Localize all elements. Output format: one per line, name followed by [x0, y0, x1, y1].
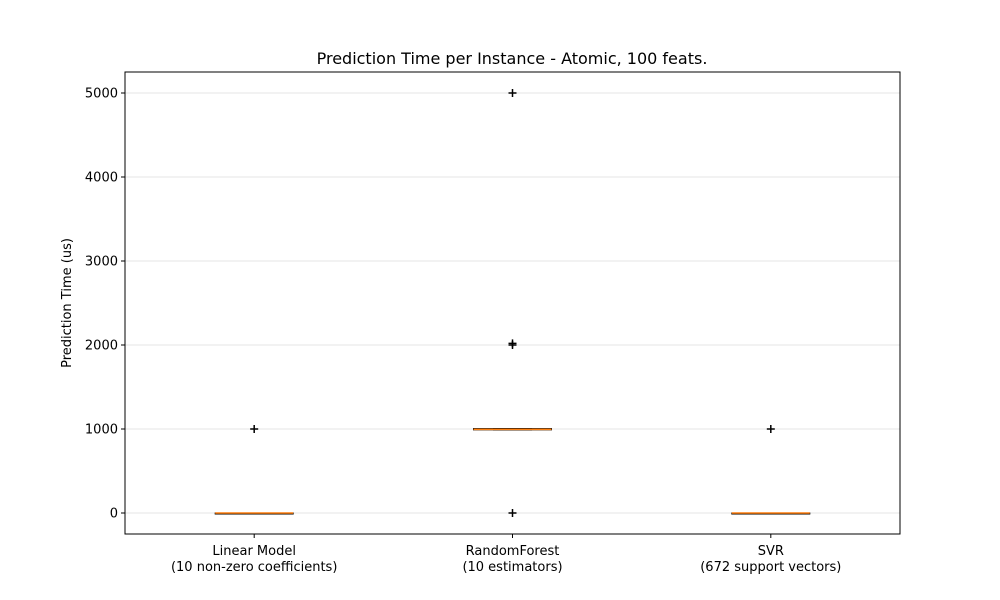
y-tick-label: 5000 [85, 87, 118, 102]
x-axis-ticks: Linear Model (10 non-zero coefficients) Ra… [171, 534, 841, 575]
x-tick-label-line: (10 estimators) [462, 560, 562, 575]
x-tick-label-line: (672 support vectors) [700, 560, 841, 575]
x-tick-label: Linear Model (10 non-zero coefficients) [171, 544, 337, 575]
y-axis-ticks: 0 1000 2000 3000 4000 5000 [85, 87, 125, 522]
x-tick-label: SVR (672 support vectors) [700, 544, 841, 575]
x-tick-label: RandomForest (10 estimators) [462, 544, 562, 575]
chart-title: Prediction Time per Instance - Atomic, 1… [317, 49, 708, 68]
x-tick-label-line: Linear Model [212, 544, 296, 559]
outlier-point [508, 509, 517, 517]
outlier-point [250, 425, 259, 433]
y-tick-label: 0 [110, 507, 118, 522]
y-tick-label: 1000 [85, 423, 118, 438]
box-group [214, 425, 294, 515]
outlier-point [766, 425, 775, 433]
box-group [731, 425, 811, 515]
y-tick-label: 3000 [85, 255, 118, 270]
x-tick-label-line: SVR [758, 544, 784, 559]
outlier-point [508, 339, 517, 348]
y-tick-label: 2000 [85, 339, 118, 354]
grid-lines [125, 92, 900, 514]
y-axis-label: Prediction Time (us) [60, 238, 75, 368]
plot-frame [124, 71, 901, 535]
box-group [473, 89, 552, 517]
x-tick-label-line: (10 non-zero coefficients) [171, 560, 337, 575]
x-tick-label-line: RandomForest [466, 544, 560, 559]
boxes [214, 89, 811, 517]
y-tick-label: 4000 [85, 171, 118, 186]
outlier-point [508, 89, 517, 97]
